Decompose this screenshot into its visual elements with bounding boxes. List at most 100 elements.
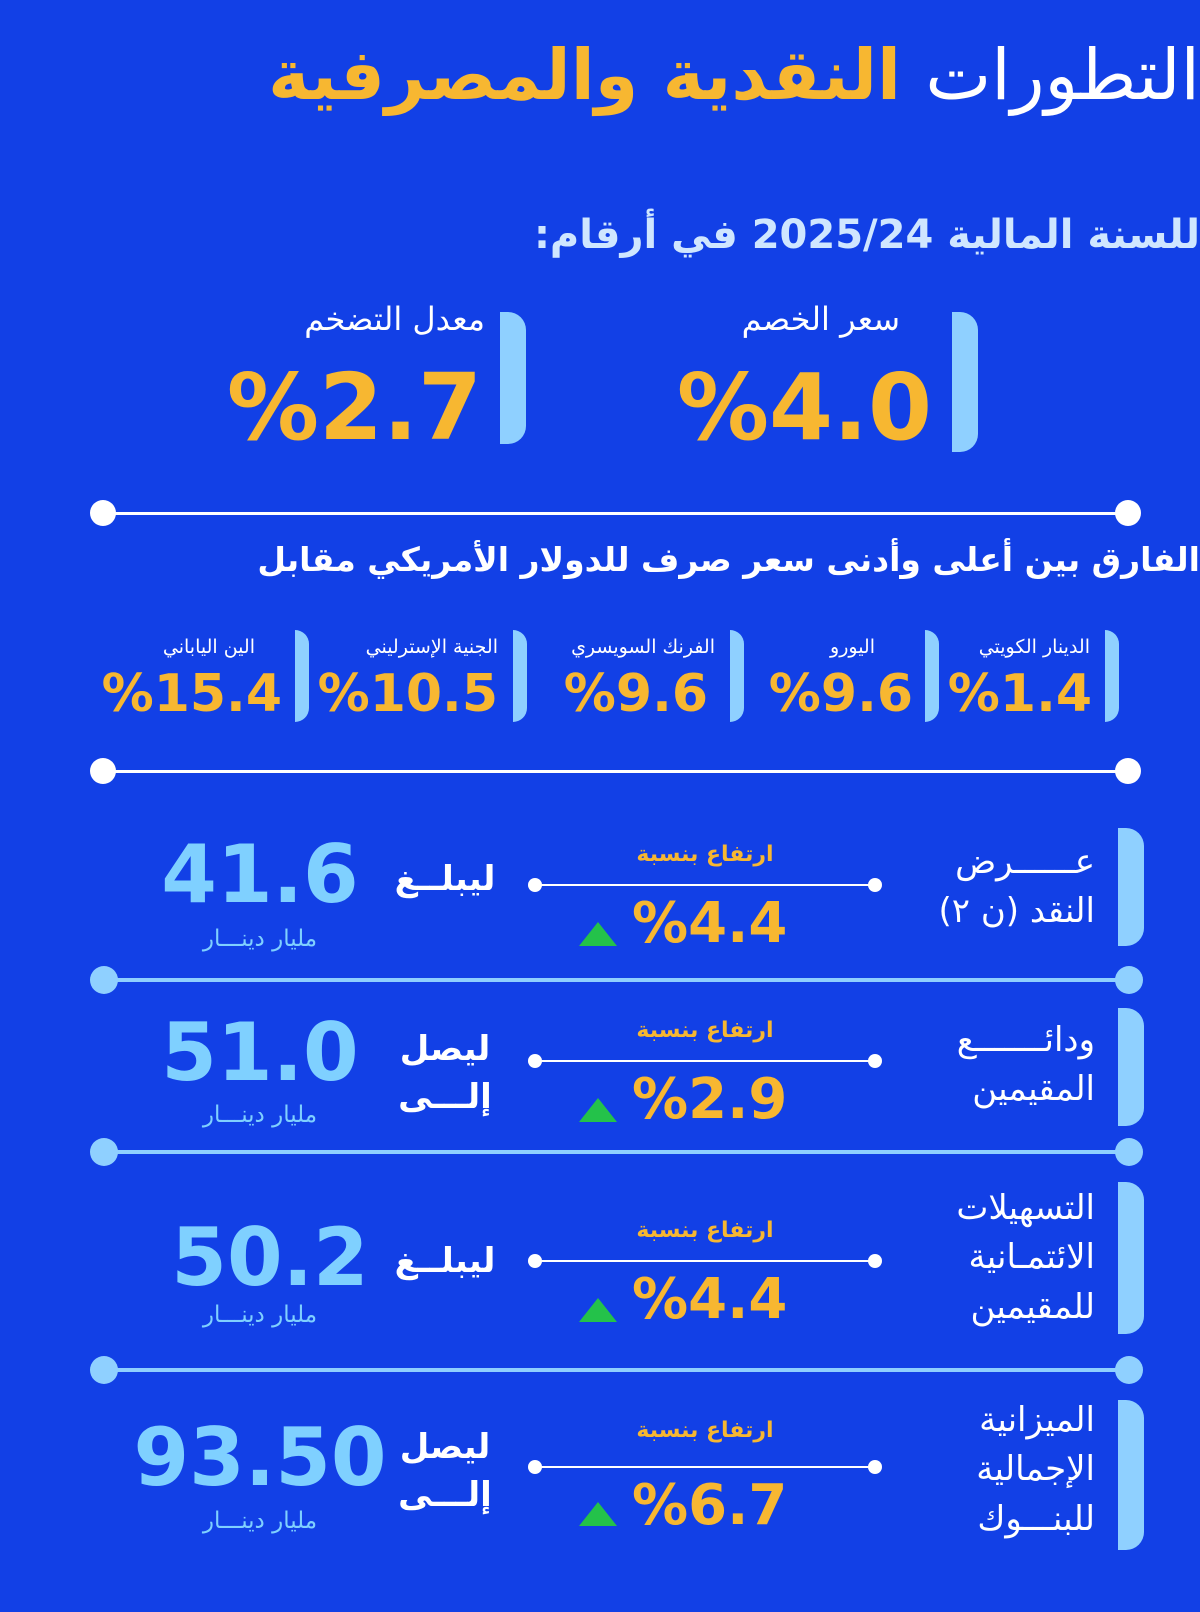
indicator-label-line: للبنـــوك (977, 1498, 1095, 1539)
indicator-label-line: عــــــرض (955, 842, 1095, 882)
currency-value-gbp: %10.5 (317, 664, 498, 724)
fx-section-title: الفارق بين أعلى وأدنى سعر صرف للدولار ال… (257, 540, 1200, 579)
separator-dot (90, 1138, 118, 1166)
section-separator (103, 978, 1128, 982)
divider-dot (1115, 500, 1141, 526)
up-arrow-icon (579, 1502, 617, 1526)
indicator-connector (535, 1466, 875, 1468)
divider-dot (90, 500, 116, 526)
divider-dot (90, 758, 116, 784)
indicator-unit: مليار دينـــار (202, 1508, 318, 1534)
title-part2: النقدية والمصرفية (268, 34, 901, 116)
indicator-unit: مليار دينـــار (202, 926, 318, 952)
indicator-pct-credit-facilities: %4.4 (632, 1267, 788, 1332)
kpi-label-discount-rate: سعر الخصم (741, 300, 900, 338)
currency-label-kwd: الدينار الكويتي (978, 636, 1090, 658)
currency-value-kwd: %1.4 (947, 664, 1092, 724)
indicator-label-money-supply: عــــــرض النقد (ن ٢) (875, 838, 1096, 937)
connector-dot (528, 1054, 542, 1068)
indicator-verb: ليبلــغ (380, 1238, 510, 1286)
indicator-unit: مليار دينـــار (202, 1102, 318, 1128)
indicator-label-line: الائتمـانية (968, 1237, 1096, 1278)
indicator-label-line: النقد (ن ٢) (938, 891, 1096, 932)
indicator-label-line: الإجمالية (976, 1449, 1095, 1490)
connector-dot (528, 1254, 542, 1268)
indicator-label-deposits: ودائـــــــع المقيمين (875, 1016, 1095, 1115)
indicator-verb: ليصل إلـــى (380, 1026, 510, 1121)
connector-dot (868, 1054, 882, 1068)
separator-dot (1115, 966, 1143, 994)
separator-dot (90, 966, 118, 994)
currency-accent-bar (925, 630, 939, 722)
title-part1: التطورات (925, 34, 1200, 116)
currency-label-eur: اليورو (830, 636, 875, 658)
indicator-accent-bar (1118, 828, 1144, 946)
verb-line: ليصل (399, 1427, 491, 1467)
divider (103, 512, 1128, 515)
indicator-connector (535, 1060, 875, 1062)
indicator-connector (535, 884, 875, 886)
indicator-label-line: المقيمين (972, 1069, 1095, 1110)
currency-accent-bar (513, 630, 527, 722)
kpi-label-inflation: معدل التضخم (304, 300, 485, 338)
rise-label: ارتفاع بنسبة (636, 1218, 774, 1243)
up-arrow-icon (579, 1098, 617, 1122)
indicator-label-bank-balance-sheet: الميزانية الإجمالية للبنـــوك (875, 1396, 1095, 1544)
up-arrow-icon (579, 1298, 617, 1322)
indicator-label-line: ودائـــــــع (956, 1020, 1095, 1060)
divider-dot (1115, 758, 1141, 784)
connector-dot (868, 878, 882, 892)
indicator-unit: مليار دينـــار (202, 1302, 318, 1328)
indicator-label-line: للمقيمين (970, 1286, 1095, 1327)
indicator-accent-bar (1118, 1400, 1144, 1550)
currency-accent-bar (295, 630, 309, 722)
verb-line: ليبلــغ (394, 1241, 496, 1281)
connector-dot (868, 1254, 882, 1268)
rise-label: ارتفاع بنسبة (636, 1018, 774, 1043)
indicator-pct-bank-balance-sheet: %6.7 (632, 1473, 788, 1538)
kpi-value-inflation: %2.7 (226, 354, 482, 461)
divider (103, 770, 1128, 773)
indicator-connector (535, 1260, 875, 1262)
currency-label-jpy: الين الياباني (162, 636, 255, 658)
separator-dot (1115, 1138, 1143, 1166)
indicator-verb: ليصل إلـــى (380, 1424, 510, 1519)
currency-value-jpy: %15.4 (101, 664, 282, 724)
page-title: التطورات النقدية والمصرفية (90, 40, 1200, 110)
indicator-label-line: الميزانية (979, 1400, 1095, 1440)
currency-label-gbp: الجنية الإسترليني (365, 636, 498, 658)
indicator-value-deposits: 51.0 (161, 1006, 359, 1099)
verb-line: إلـــى (398, 1076, 492, 1117)
currency-value-eur: %9.6 (768, 664, 913, 724)
indicator-label-credit-facilities: التسهيلات الائتمـانية للمقيمين (875, 1184, 1095, 1332)
currency-accent-bar (1105, 630, 1119, 722)
connector-dot (528, 878, 542, 892)
kpi-value-discount-rate: %4.0 (676, 354, 932, 461)
currency-accent-bar (730, 630, 744, 722)
section-separator (103, 1368, 1128, 1372)
indicator-accent-bar (1118, 1182, 1144, 1334)
indicator-pct-deposits: %2.9 (632, 1067, 788, 1132)
indicator-accent-bar (1118, 1008, 1144, 1126)
rise-label: ارتفاع بنسبة (636, 1418, 774, 1443)
separator-dot (90, 1356, 118, 1384)
verb-line: ليصل (399, 1029, 491, 1069)
subtitle: للسنة المالية 2025/24 في أرقام: (533, 212, 1200, 258)
indicator-label-line: التسهيلات (956, 1188, 1095, 1228)
indicator-verb: ليبلــغ (380, 856, 510, 904)
indicator-value-bank-balance-sheet: 93.50 (133, 1411, 387, 1504)
verb-line: ليبلــغ (394, 859, 496, 899)
currency-label-chf: الفرنك السويسري (571, 636, 715, 658)
kpi-accent-bar (500, 312, 526, 444)
section-separator (103, 1150, 1128, 1154)
indicator-pct-money-supply: %4.4 (632, 891, 788, 956)
connector-dot (868, 1460, 882, 1474)
connector-dot (528, 1460, 542, 1474)
currency-value-chf: %9.6 (563, 664, 708, 724)
indicator-value-credit-facilities: 50.2 (171, 1211, 369, 1304)
verb-line: إلـــى (398, 1474, 492, 1515)
indicator-value-money-supply: 41.6 (161, 828, 359, 921)
kpi-accent-bar (952, 312, 978, 452)
up-arrow-icon (579, 922, 617, 946)
separator-dot (1115, 1356, 1143, 1384)
